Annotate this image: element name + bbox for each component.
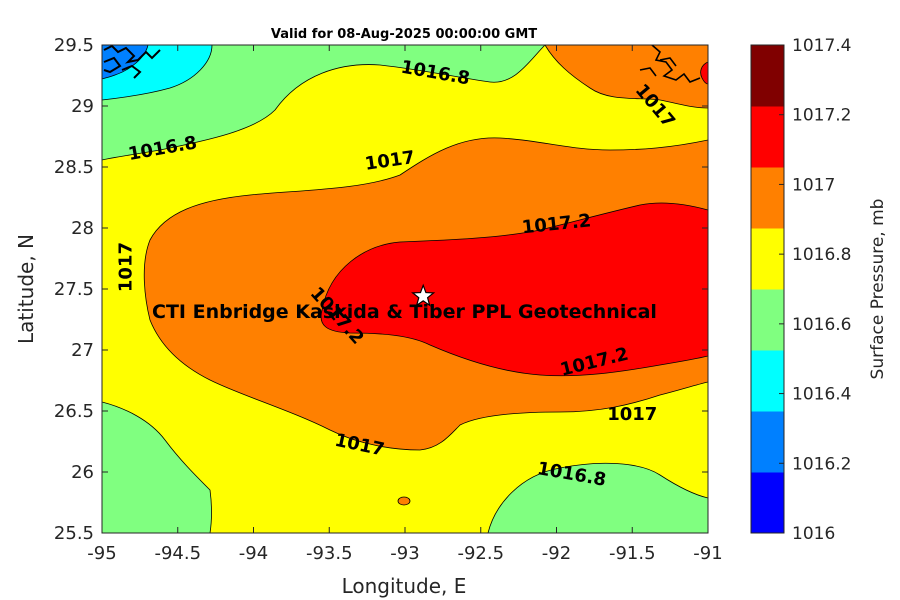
x-tick-label: -92.5	[457, 543, 504, 564]
colorbar-swatch	[751, 472, 784, 534]
y-tick-label: 26	[71, 462, 94, 483]
colorbar-swatch	[751, 289, 784, 351]
y-tick-label: 27.5	[54, 279, 94, 300]
colorbar: 1016 1016.2 1016.4 1016.6 1016.8 1017 1017.2 10…	[750, 36, 888, 544]
x-axis-ticks: -95 -94.5 -94 -93.5 -93 -92.5 -92 -91.5 -91	[87, 45, 723, 564]
colorbar-label: Surface Pressure, mb	[868, 199, 888, 380]
coastline-northeast	[639, 45, 701, 83]
map-title: Valid for 08-Aug-2025 00:00:00 GMT	[271, 27, 537, 42]
y-tick-label: 27	[71, 340, 94, 361]
x-tick-label: -93.5	[306, 543, 353, 564]
y-tick-label: 25.5	[54, 523, 94, 544]
colorbar-tick-label: 1016	[792, 524, 835, 544]
colorbar-frame	[750, 44, 785, 534]
x-tick-label: -91	[693, 543, 722, 564]
x-tick-label: -94	[239, 543, 268, 564]
y-axis-label: Latitude, N	[14, 234, 38, 344]
contour-label: 1017	[607, 404, 657, 425]
y-tick-label: 26.5	[54, 401, 94, 422]
y-tick-label: 29	[71, 96, 94, 117]
colorbar-tick-label: 1016.2	[792, 454, 851, 474]
contour-fill-1016-6-southwest	[102, 401, 212, 533]
colorbar-tick-label: 1016.4	[792, 385, 851, 405]
star-icon	[411, 283, 436, 307]
colorbar-tick-label: 1017.4	[792, 36, 851, 56]
site-star-shape	[411, 283, 436, 307]
x-tick-label: -93	[390, 543, 419, 564]
colorbar-swatch	[751, 106, 784, 168]
x-tick-label: -92	[542, 543, 571, 564]
colorbar-swatch	[751, 167, 784, 229]
contour-fill-1017-2-edge	[700, 61, 708, 85]
colorbar-swatches	[751, 45, 784, 534]
contour-fill-1017-blob	[397, 496, 411, 506]
x-tick-label: -94.5	[154, 543, 201, 564]
x-tick-label: -91.5	[609, 543, 656, 564]
colorbar-ticks: 1016 1016.2 1016.4 1016.6 1016.8 1017 1017.2 10…	[779, 36, 851, 544]
contour-fill-1016-6-north	[102, 45, 546, 161]
colorbar-tick-label: 1016.6	[792, 315, 851, 335]
site-label: CTI Enbridge Kaskida & Tiber PPL Geotech…	[152, 301, 657, 323]
colorbar-swatch-top	[751, 45, 784, 107]
colorbar-swatch	[751, 350, 784, 412]
y-tick-label: 29.5	[54, 35, 94, 56]
x-axis-label: Longitude, E	[342, 574, 467, 598]
colorbar-tick-label: 1017	[792, 175, 835, 195]
colorbar-swatch	[751, 411, 784, 473]
contour-fill-1016-6-southeast	[487, 462, 708, 533]
colorbar-tick-label: 1017.2	[792, 106, 851, 126]
colorbar-tick-label: 1016.8	[792, 245, 851, 265]
contour-fill-1017-2	[320, 202, 708, 377]
contour-label: 1017	[116, 242, 137, 292]
y-axis-ticks: 25.5 26 26.5 27 27.5 28 28.5 29 29.5	[54, 35, 708, 544]
y-tick-label: 28.5	[54, 157, 94, 178]
coastline-northwest	[103, 45, 161, 79]
contour-fill-1017-north	[544, 45, 708, 109]
x-tick-label: -95	[87, 543, 116, 564]
y-tick-label: 28	[71, 218, 94, 239]
colorbar-swatch	[751, 228, 784, 290]
